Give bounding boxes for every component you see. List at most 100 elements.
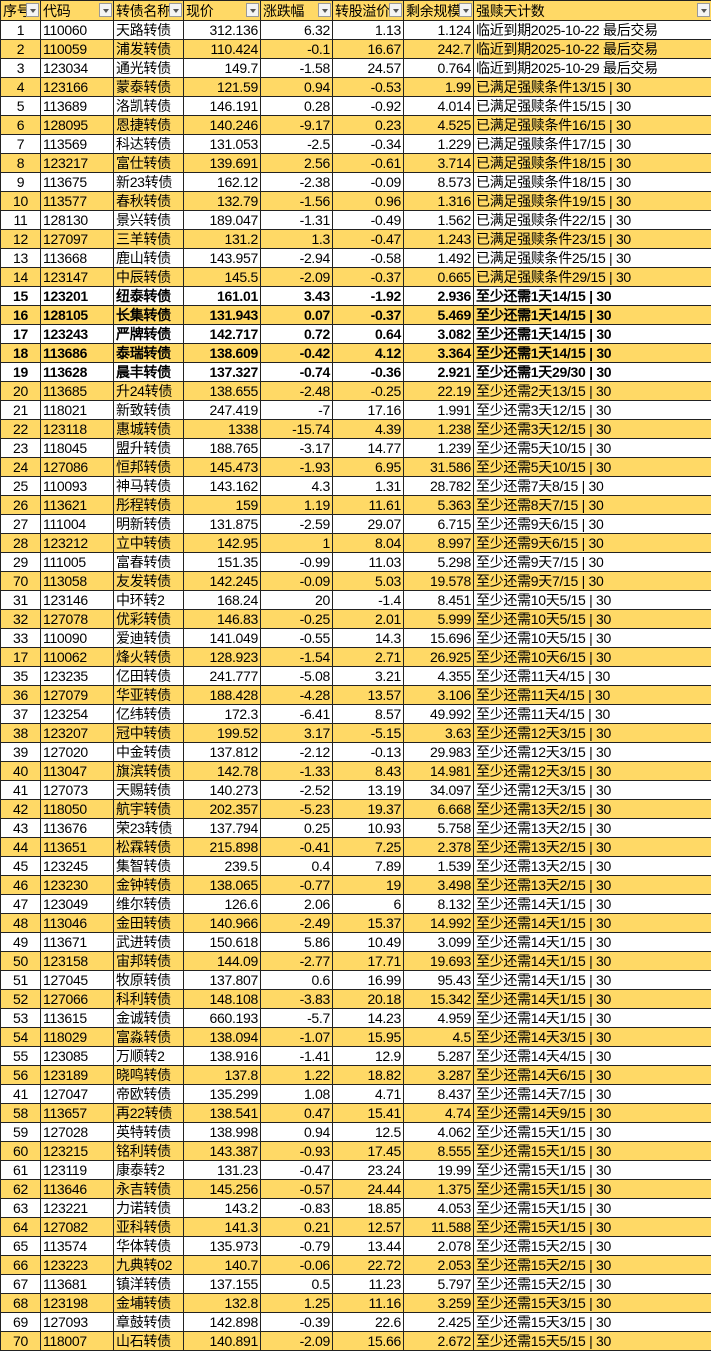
cell-price[interactable]: 121.59: [184, 78, 261, 97]
cell-name[interactable]: 春秋转债: [114, 192, 184, 211]
cell-seq[interactable]: 5: [1, 97, 41, 116]
cell-seq[interactable]: 31: [1, 591, 41, 610]
cell-premium[interactable]: 7.25: [333, 838, 404, 857]
cell-seq[interactable]: 36: [1, 686, 41, 705]
cell-change[interactable]: -0.47: [261, 1161, 333, 1180]
cell-name[interactable]: 纽泰转债: [114, 287, 184, 306]
cell-premium[interactable]: 20.18: [333, 990, 404, 1009]
cell-change[interactable]: -2.49: [261, 914, 333, 933]
cell-code[interactable]: 127020: [41, 743, 114, 762]
cell-redeem-status[interactable]: 临近到期2025-10-22 最后交易: [474, 21, 711, 40]
cell-remaining[interactable]: 26.925: [404, 648, 474, 667]
cell-name[interactable]: 康泰转2: [114, 1161, 184, 1180]
cell-redeem-status[interactable]: 至少还需14天9/15 | 30: [474, 1104, 711, 1123]
cell-seq[interactable]: 54: [1, 1028, 41, 1047]
cell-premium[interactable]: 7.89: [333, 857, 404, 876]
cell-premium[interactable]: -0.47: [333, 230, 404, 249]
cell-change[interactable]: 1.3: [261, 230, 333, 249]
cell-price[interactable]: 188.428: [184, 686, 261, 705]
cell-change[interactable]: -0.83: [261, 1199, 333, 1218]
cell-name[interactable]: 集智转债: [114, 857, 184, 876]
cell-premium[interactable]: -1.92: [333, 287, 404, 306]
cell-seq[interactable]: 35: [1, 667, 41, 686]
cell-remaining[interactable]: 1.492: [404, 249, 474, 268]
cell-redeem-status[interactable]: 至少还需10天5/15 | 30: [474, 591, 711, 610]
cell-seq[interactable]: 33: [1, 629, 41, 648]
cell-remaining[interactable]: 5.797: [404, 1275, 474, 1294]
cell-change[interactable]: 0.72: [261, 325, 333, 344]
cell-change[interactable]: -2.59: [261, 515, 333, 534]
cell-premium[interactable]: 1.13: [333, 21, 404, 40]
cell-code[interactable]: 128105: [41, 306, 114, 325]
cell-seq[interactable]: 46: [1, 876, 41, 895]
cell-redeem-status[interactable]: 至少还需13天2/15 | 30: [474, 838, 711, 857]
cell-remaining[interactable]: 4.062: [404, 1123, 474, 1142]
cell-redeem-status[interactable]: 至少还需3天12/15 | 30: [474, 420, 711, 439]
cell-price[interactable]: 135.299: [184, 1085, 261, 1104]
cell-redeem-status[interactable]: 至少还需15天1/15 | 30: [474, 1218, 711, 1237]
cell-redeem-status[interactable]: 已满足强赎条件22/15 | 30: [474, 211, 711, 230]
cell-redeem-status[interactable]: 至少还需15天1/15 | 30: [474, 1199, 711, 1218]
cell-remaining[interactable]: 1.239: [404, 439, 474, 458]
cell-redeem-status[interactable]: 至少还需12天3/15 | 30: [474, 781, 711, 800]
cell-redeem-status[interactable]: 至少还需14天6/15 | 30: [474, 1066, 711, 1085]
cell-code[interactable]: 123212: [41, 534, 114, 553]
cell-code[interactable]: 123147: [41, 268, 114, 287]
cell-seq[interactable]: 61: [1, 1161, 41, 1180]
cell-remaining[interactable]: 14.981: [404, 762, 474, 781]
cell-price[interactable]: 131.23: [184, 1161, 261, 1180]
cell-seq[interactable]: 3: [1, 59, 41, 78]
cell-redeem-status[interactable]: 至少还需15天1/15 | 30: [474, 1180, 711, 1199]
cell-price[interactable]: 151.35: [184, 553, 261, 572]
cell-name[interactable]: 旗滨转债: [114, 762, 184, 781]
cell-premium[interactable]: 3.21: [333, 667, 404, 686]
cell-seq[interactable]: 10: [1, 192, 41, 211]
cell-remaining[interactable]: 49.992: [404, 705, 474, 724]
cell-change[interactable]: -0.77: [261, 876, 333, 895]
cell-change[interactable]: -1.07: [261, 1028, 333, 1047]
cell-price[interactable]: 141.3: [184, 1218, 261, 1237]
cell-redeem-status[interactable]: 已满足强赎条件23/15 | 30: [474, 230, 711, 249]
cell-redeem-status[interactable]: 至少还需10天5/15 | 30: [474, 610, 711, 629]
cell-code[interactable]: 110060: [41, 21, 114, 40]
cell-seq[interactable]: 55: [1, 1047, 41, 1066]
cell-change[interactable]: -5.08: [261, 667, 333, 686]
cell-redeem-status[interactable]: 至少还需13天2/15 | 30: [474, 819, 711, 838]
cell-redeem-status[interactable]: 至少还需5天10/15 | 30: [474, 458, 711, 477]
cell-change[interactable]: 0.07: [261, 306, 333, 325]
cell-code[interactable]: 118029: [41, 1028, 114, 1047]
cell-code[interactable]: 123198: [41, 1294, 114, 1313]
cell-name[interactable]: 永吉转债: [114, 1180, 184, 1199]
cell-seq[interactable]: 59: [1, 1123, 41, 1142]
cell-price[interactable]: 138.065: [184, 876, 261, 895]
cell-price[interactable]: 142.245: [184, 572, 261, 591]
cell-price[interactable]: 312.136: [184, 21, 261, 40]
cell-remaining[interactable]: 5.758: [404, 819, 474, 838]
cell-price[interactable]: 149.7: [184, 59, 261, 78]
cell-redeem-status[interactable]: 至少还需15天2/15 | 30: [474, 1275, 711, 1294]
cell-premium[interactable]: 13.19: [333, 781, 404, 800]
cell-name[interactable]: 牧原转债: [114, 971, 184, 990]
cell-name[interactable]: 恒邦转债: [114, 458, 184, 477]
cell-price[interactable]: 660.193: [184, 1009, 261, 1028]
cell-price[interactable]: 142.95: [184, 534, 261, 553]
cell-premium[interactable]: -0.13: [333, 743, 404, 762]
cell-redeem-status[interactable]: 至少还需5天10/15 | 30: [474, 439, 711, 458]
cell-change[interactable]: 1.25: [261, 1294, 333, 1313]
cell-name[interactable]: 武进转债: [114, 933, 184, 952]
cell-price[interactable]: 241.777: [184, 667, 261, 686]
cell-seq[interactable]: 17: [1, 325, 41, 344]
cell-seq[interactable]: 13: [1, 249, 41, 268]
cell-remaining[interactable]: 4.959: [404, 1009, 474, 1028]
